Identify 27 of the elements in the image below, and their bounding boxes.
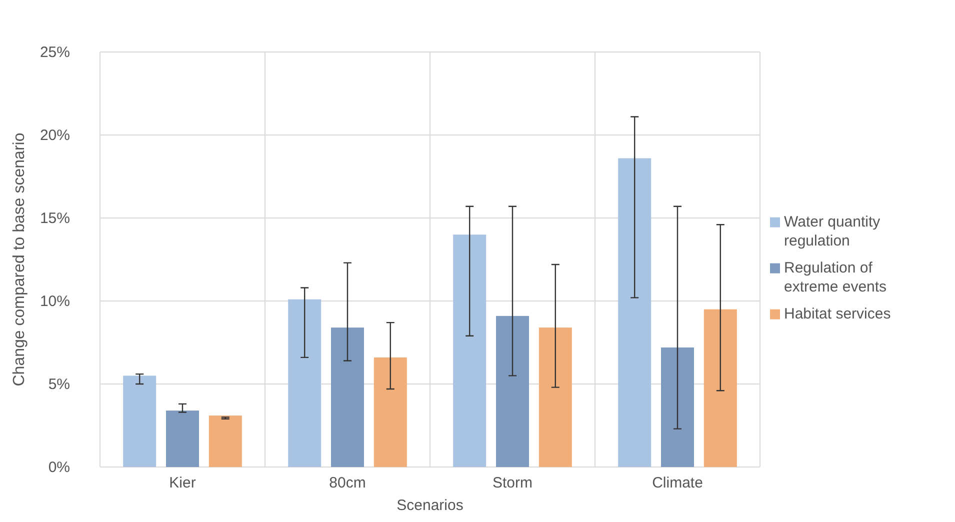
legend-label: Habitat services [784, 305, 891, 322]
y-tick-label: 0% [48, 458, 70, 476]
x-axis-title: Scenarios [396, 497, 464, 514]
bar [166, 410, 199, 467]
bar [374, 357, 407, 467]
y-axis-title: Change compared to base scenario [11, 132, 28, 386]
x-tick-label: Storm [492, 474, 533, 492]
bar [618, 158, 652, 467]
bar [496, 316, 529, 467]
bar [538, 328, 572, 467]
legend-label: Regulation of extreme events [784, 259, 887, 296]
bar [453, 234, 486, 467]
bar [123, 376, 156, 467]
bar [208, 416, 242, 467]
y-tick-label: 10% [40, 292, 70, 310]
bar [661, 347, 694, 467]
y-tick-label: 20% [40, 126, 70, 144]
bar [331, 328, 364, 467]
x-tick-label: Climate [652, 474, 703, 492]
bar [704, 309, 737, 467]
y-tick-label: 15% [40, 210, 70, 227]
y-tick-label: 25% [40, 44, 70, 61]
legend-label: Water quantity regulation [784, 213, 881, 250]
y-tick-label: 5% [48, 376, 70, 393]
x-tick-label: Kier [169, 474, 196, 492]
x-tick-label: 80cm [329, 474, 366, 492]
bar [288, 299, 322, 467]
